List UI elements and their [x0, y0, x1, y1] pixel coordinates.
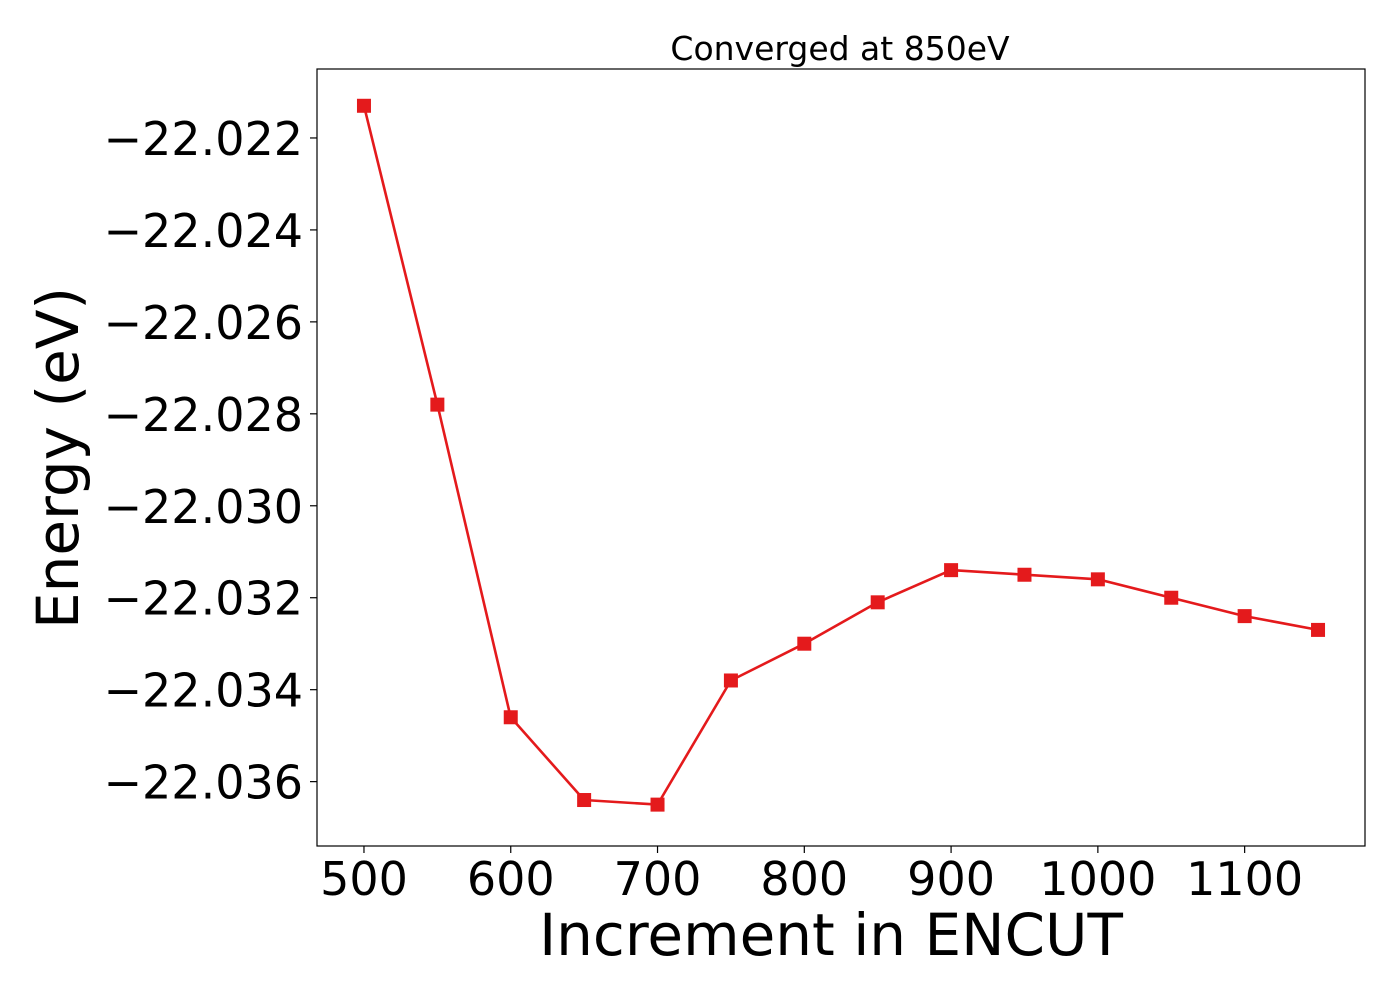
data-point-marker — [1090, 572, 1105, 587]
data-point-marker — [944, 563, 959, 578]
ticks-layer: 500 600 700 800 900 1000 1100 −22.022 −22.024 −22… — [104, 112, 1304, 906]
x-tick-label: 800 — [760, 852, 848, 906]
data-point-marker — [1311, 622, 1326, 637]
x-tick-label: 500 — [320, 852, 408, 906]
data-point-marker — [577, 793, 592, 808]
x-axis-label: Increment in ENCUT — [539, 901, 1123, 969]
y-tick-label: −22.026 — [104, 296, 304, 350]
marks-layer — [356, 98, 1326, 812]
x-tick-label: 900 — [907, 852, 995, 906]
y-tick-label: −22.028 — [104, 388, 304, 442]
data-point-marker — [1237, 609, 1252, 624]
series-line — [362, 105, 1319, 806]
x-tick-label: 600 — [467, 852, 555, 906]
data-point-marker — [1164, 590, 1179, 605]
y-tick-label: −22.024 — [104, 204, 304, 258]
data-point-marker — [650, 797, 665, 812]
data-point-marker — [1017, 567, 1032, 582]
x-tick-label: 700 — [614, 852, 702, 906]
data-point-marker — [503, 710, 518, 725]
y-axis-label: Energy (eV) — [24, 287, 92, 629]
chart-title: Converged at 850eV — [670, 29, 1010, 68]
x-tick-label: 1100 — [1186, 852, 1303, 906]
data-point-marker — [870, 595, 885, 610]
data-point-marker — [723, 673, 738, 688]
y-tick-label: −22.034 — [104, 664, 304, 718]
y-tick-label: −22.022 — [104, 112, 304, 166]
x-tick-label: 1000 — [1039, 852, 1156, 906]
y-tick-label: −22.036 — [104, 756, 304, 810]
y-tick-label: −22.030 — [104, 480, 304, 534]
y-tick-label: −22.032 — [104, 572, 304, 626]
data-point-marker — [430, 397, 445, 412]
plot-frame — [316, 68, 1366, 847]
data-point-marker — [797, 636, 812, 651]
data-point-marker — [356, 98, 371, 113]
